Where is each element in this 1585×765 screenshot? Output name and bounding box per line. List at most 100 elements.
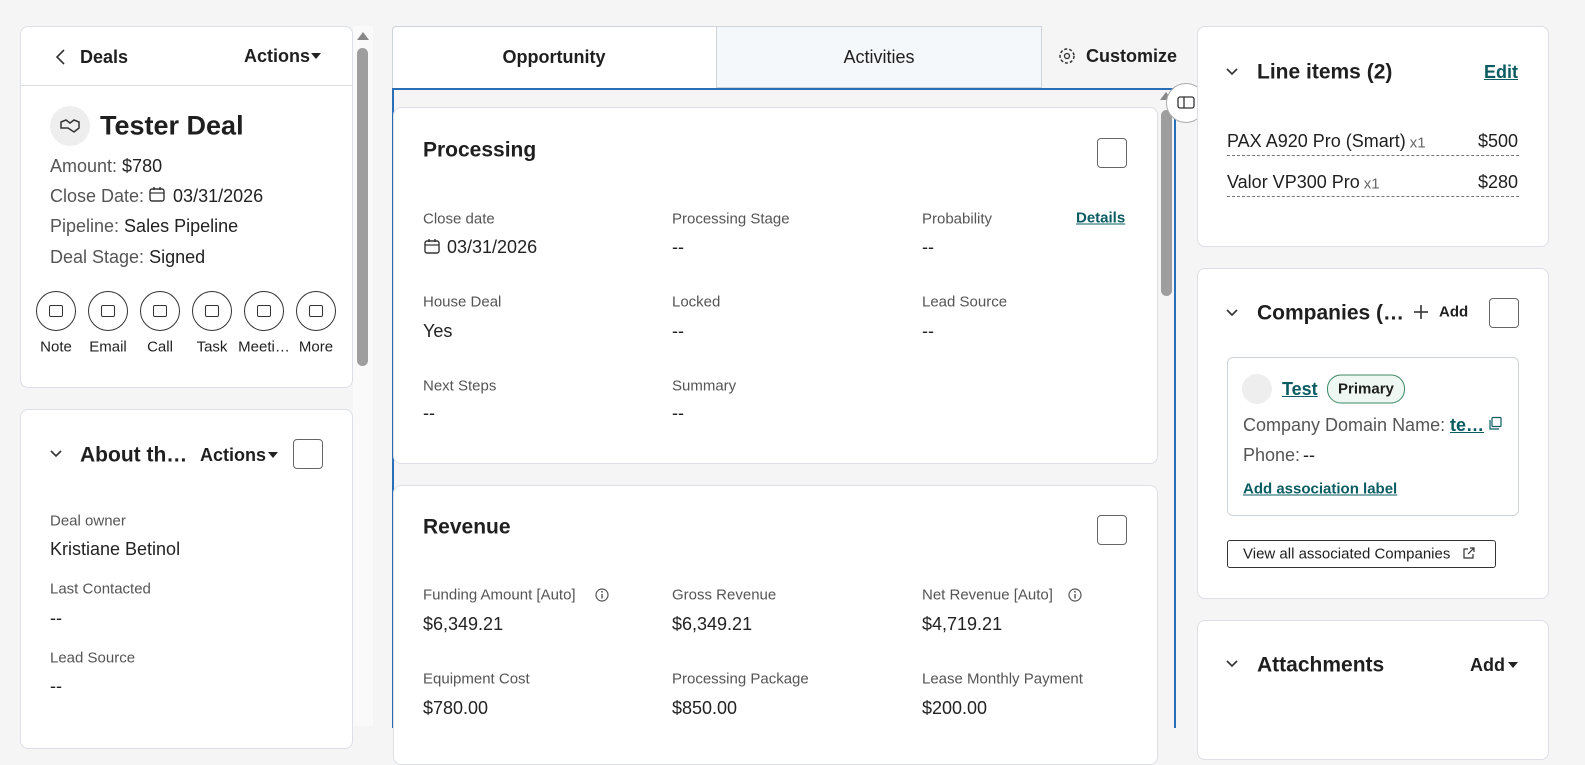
collapse-icon[interactable] xyxy=(1226,660,1238,668)
field-value: -- xyxy=(672,237,684,257)
revenue-card xyxy=(393,485,1158,765)
action-circle[interactable] xyxy=(36,291,76,331)
collapse-icon[interactable] xyxy=(50,450,62,458)
scroll-thumb[interactable] xyxy=(1161,110,1172,296)
field-value: -- xyxy=(50,676,62,696)
field-value: -- xyxy=(423,403,435,423)
info-icon[interactable] xyxy=(1068,588,1082,602)
action-label[interactable]: More xyxy=(298,338,334,356)
property-value: Sales Pipeline xyxy=(124,216,239,236)
actions-button[interactable]: Actions xyxy=(244,46,311,66)
company-card xyxy=(1227,357,1519,516)
settings-button[interactable] xyxy=(1097,515,1127,545)
action-icon xyxy=(205,305,219,317)
action-icon xyxy=(101,305,115,317)
field-label: Processing Package xyxy=(672,670,809,688)
settings-button[interactable] xyxy=(1489,298,1519,328)
action-label[interactable]: Meeti… xyxy=(238,338,290,356)
domain-link[interactable]: te… xyxy=(1450,415,1485,435)
action-label[interactable]: Call xyxy=(147,338,173,356)
item-price: $500 xyxy=(1477,131,1518,151)
add-label-link[interactable]: Add association label xyxy=(1243,480,1398,498)
field-label: Equipment Cost xyxy=(423,670,530,688)
field-value: Kristiane Betinol xyxy=(50,539,181,559)
add-button[interactable]: Add xyxy=(1470,655,1505,675)
field-value: $4,719.21 xyxy=(922,614,1003,634)
record-card xyxy=(20,26,353,388)
field-label: Probability xyxy=(922,210,993,228)
field-label: Locked xyxy=(672,293,721,311)
info-icon[interactable] xyxy=(595,588,609,602)
back-icon[interactable] xyxy=(55,49,67,65)
view-all-button[interactable] xyxy=(1227,540,1496,568)
action-circle[interactable] xyxy=(88,291,128,331)
caret xyxy=(311,53,321,59)
field-value: -- xyxy=(672,321,684,341)
field-label: Summary xyxy=(672,377,737,395)
scroll-up[interactable] xyxy=(357,32,369,40)
card-title: Attachments xyxy=(1257,653,1385,677)
primary-badge: Primary xyxy=(1327,374,1405,404)
divider xyxy=(21,85,352,86)
field-label: Net Revenue [Auto] xyxy=(922,586,1053,604)
scroll-thumb[interactable] xyxy=(357,48,368,366)
plus-icon[interactable] xyxy=(1414,305,1428,319)
item-divider xyxy=(1227,155,1519,156)
field-label: House Deal xyxy=(423,293,502,311)
phone-label: Phone: xyxy=(1243,445,1301,465)
settings-button[interactable] xyxy=(1097,138,1127,168)
back-link[interactable]: Deals xyxy=(80,47,129,67)
page: Deal record {"nav":{"back":"Deals","acti… xyxy=(20,26,1549,765)
field-label: Deal owner xyxy=(50,512,126,530)
gear-icon[interactable] xyxy=(1058,47,1076,65)
edit-link[interactable]: Edit xyxy=(1484,62,1518,82)
collapse-icon[interactable] xyxy=(1226,309,1238,317)
tab-label[interactable]: Opportunity xyxy=(502,47,606,67)
caret xyxy=(268,452,278,458)
item-divider xyxy=(1227,196,1519,197)
domain-label: Company Domain Name: xyxy=(1243,415,1446,435)
action-label[interactable]: Email xyxy=(89,338,127,356)
tab-label[interactable]: Activities xyxy=(843,47,915,67)
action-circle[interactable] xyxy=(244,291,284,331)
field-label: Lease Monthly Payment xyxy=(922,670,1083,688)
view-all-label[interactable]: View all associated Companies xyxy=(1243,545,1451,563)
copy-icon[interactable] xyxy=(1489,416,1502,430)
field-value: $850.00 xyxy=(672,698,738,718)
property-label: Amount: xyxy=(50,156,118,176)
action-circle[interactable] xyxy=(296,291,336,331)
field-value: $200.00 xyxy=(922,698,988,718)
processing-card xyxy=(393,107,1158,464)
action-circle[interactable] xyxy=(140,291,180,331)
collapse-icon[interactable] xyxy=(1226,68,1238,76)
action-label[interactable]: Task xyxy=(196,338,228,356)
action-icon xyxy=(49,305,63,317)
action-icon xyxy=(309,305,323,317)
field-label: Lead Source xyxy=(50,649,136,667)
actions-button[interactable]: Actions xyxy=(200,445,267,465)
screen: Deals Actions Tester Deal About th… Acti… xyxy=(20,26,1549,765)
field-value: $780.00 xyxy=(423,698,489,718)
sidebar-icon xyxy=(1177,96,1195,109)
field-label: Processing Stage xyxy=(672,210,790,228)
action-label[interactable]: Note xyxy=(40,338,72,356)
add-button[interactable]: Add xyxy=(1439,303,1469,321)
calendar-icon xyxy=(149,187,165,202)
item-quantity: x1 xyxy=(1363,175,1380,193)
company-link[interactable]: Test xyxy=(1282,379,1318,399)
action-icon xyxy=(257,305,271,317)
settings-button[interactable] xyxy=(293,439,323,469)
details-link[interactable]: Details xyxy=(1076,209,1126,227)
action-circle[interactable] xyxy=(192,291,232,331)
caret xyxy=(1508,662,1518,668)
field-label: Lead Source xyxy=(922,293,1008,311)
card-title: Companies (… xyxy=(1257,301,1405,325)
line-items-card xyxy=(1197,26,1549,247)
tab[interactable] xyxy=(716,26,1042,88)
customize-button[interactable]: Customize xyxy=(1086,46,1178,66)
company-logo xyxy=(1242,374,1272,404)
item-quantity: x1 xyxy=(1409,134,1426,152)
attachments-card xyxy=(1197,620,1549,760)
external-icon xyxy=(1463,547,1475,559)
card-title: Processing xyxy=(423,138,537,162)
